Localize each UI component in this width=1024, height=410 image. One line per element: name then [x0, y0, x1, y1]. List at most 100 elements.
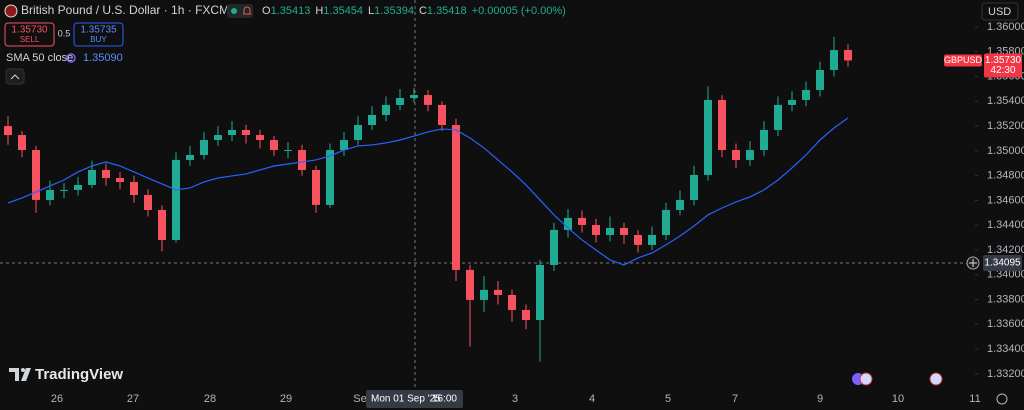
y-tick-label: 1.34800: [987, 170, 1024, 182]
candle-body: [256, 135, 264, 140]
buy-price: 1.35735: [80, 25, 117, 36]
y-tick-label: 1.35000: [987, 145, 1024, 157]
ohlc-values: O1.35413 H1.35454 L1.35394 C1.35418 +0.00005…: [262, 5, 566, 17]
candle-body: [746, 150, 754, 160]
candle-body: [578, 217, 586, 225]
crosshair-price-tag: [983, 255, 1022, 272]
event-icon[interactable]: [929, 372, 943, 386]
candle-body: [550, 229, 558, 265]
candle-body: [816, 69, 824, 90]
candle-body: [648, 235, 656, 245]
candle-body: [606, 227, 614, 236]
candle-body: [382, 104, 390, 115]
y-tick-label: 1.33200: [987, 368, 1024, 380]
candle-body: [718, 99, 726, 151]
candle-body: [522, 309, 530, 320]
candle-body: [564, 217, 572, 230]
candle-body: [774, 104, 782, 130]
ohlc-key: H: [315, 5, 323, 17]
candle-body: [298, 150, 306, 170]
x-tick-label: 4: [589, 393, 595, 405]
ohlc-key: L: [368, 5, 374, 17]
sell-button[interactable]: [4, 22, 55, 47]
collapse-button[interactable]: [5, 68, 25, 85]
candle-body: [690, 174, 698, 200]
indicator-name[interactable]: SMA 50 close: [6, 52, 73, 64]
candle-body: [4, 126, 12, 136]
candle-body: [284, 150, 292, 152]
ohlc-value: 1.35413: [271, 5, 311, 17]
logo-text[interactable]: TradingView: [35, 366, 123, 383]
x-tick-label: 3: [512, 393, 518, 405]
candle-body: [760, 129, 768, 151]
candle-body: [396, 97, 404, 105]
crosshair-time: 16:00: [432, 394, 457, 405]
logo-dot: [21, 368, 25, 372]
candle-body: [494, 289, 502, 295]
candle-body: [536, 264, 544, 320]
candle-body: [830, 50, 838, 70]
candle-body: [214, 135, 222, 140]
candle-body: [424, 95, 432, 105]
ohlc-key: O: [262, 5, 271, 17]
last-price-label: 1.35730: [985, 55, 1022, 66]
currency[interactable]: USD: [988, 6, 1011, 18]
ohlc-key: C: [419, 5, 427, 17]
settings-icon[interactable]: [996, 393, 1008, 405]
candle-body: [172, 159, 180, 240]
alert-icon[interactable]: [243, 6, 251, 15]
status-badge: [227, 4, 253, 18]
symbol-tag: [944, 54, 982, 67]
x-tick-label: 10: [892, 393, 904, 405]
candle-body: [102, 169, 110, 179]
market-open-dot: [231, 8, 237, 14]
indicator-value: 1.35090: [83, 52, 123, 64]
candle-body: [312, 169, 320, 205]
candle-body: [592, 224, 600, 236]
logo-icon[interactable]: [9, 368, 31, 381]
currency-button[interactable]: [981, 2, 1019, 21]
sma-line: [7, 117, 849, 266]
x-tick-label: 27: [127, 393, 139, 405]
symbol-icon[interactable]: [4, 4, 18, 18]
candle-body: [228, 129, 236, 136]
x-tick-label: 26: [51, 393, 63, 405]
candle-body: [788, 99, 796, 105]
x-tick-label: Se: [353, 393, 366, 405]
candle-body: [270, 139, 278, 151]
candle-body: [60, 189, 68, 191]
spread: 0.5: [58, 28, 71, 38]
candle-body: [634, 235, 642, 245]
y-tick-label: 1.33600: [987, 318, 1024, 330]
candle-body: [704, 99, 712, 175]
x-tick-label: 29: [280, 393, 292, 405]
candle-body: [466, 269, 474, 300]
buy-button[interactable]: [73, 22, 124, 47]
x-tick-label: 5: [665, 393, 671, 405]
candle-body: [242, 129, 250, 136]
add-alert-icon: [969, 259, 977, 268]
y-tick-label: 1.34200: [987, 244, 1024, 256]
indicator-settings-icon[interactable]: [66, 53, 76, 63]
candle-body: [46, 189, 54, 200]
y-tick-label: 1.36000: [987, 21, 1024, 33]
y-tick-label: 1.33800: [987, 293, 1024, 305]
ohlc-value: 1.35454: [323, 5, 363, 17]
x-tick-label: 7: [732, 393, 738, 405]
event-icon[interactable]: [859, 372, 873, 386]
candle-body: [130, 181, 138, 195]
y-tick-label: 1.35200: [987, 120, 1024, 132]
y-tick-label: 1.34600: [987, 194, 1024, 206]
candle-body: [620, 227, 628, 236]
candle-body: [452, 124, 460, 270]
candle-body: [480, 289, 488, 300]
y-tick-label: 1.35400: [987, 95, 1024, 107]
candle-body: [200, 139, 208, 155]
symbol-title[interactable]: British Pound / U.S. Dollar · 1h · FXCM: [21, 3, 229, 17]
candle-body: [326, 150, 334, 205]
symbol-tag-label: GBPUSD: [944, 55, 983, 65]
ohlc-value: 1.35394: [374, 5, 414, 17]
